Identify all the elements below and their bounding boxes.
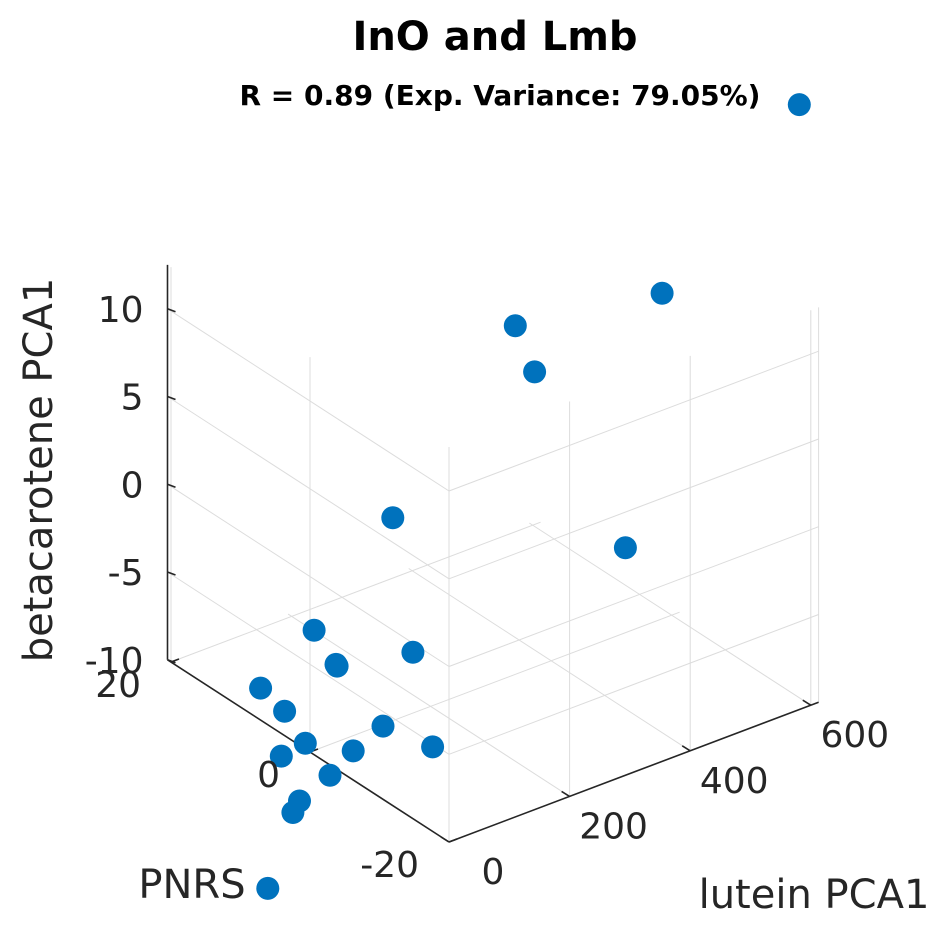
z-tick-label: 0 — [121, 465, 144, 506]
grid-line — [408, 568, 691, 752]
z-tick — [167, 659, 176, 664]
data-point — [318, 763, 342, 787]
y-tick — [440, 836, 450, 843]
chart-title: InO and Lmb — [352, 14, 637, 60]
data-point — [503, 314, 527, 338]
grid-line — [448, 350, 819, 492]
grid-line — [448, 526, 819, 667]
data-point — [341, 739, 365, 763]
data-point — [787, 93, 811, 117]
data-point — [421, 735, 445, 759]
grid-line — [167, 308, 450, 492]
z-tick — [167, 483, 176, 489]
grid-line — [448, 614, 819, 755]
grid-line — [170, 521, 541, 663]
y-tick-label: 200 — [579, 806, 648, 847]
grid-line — [167, 396, 450, 580]
z-tick — [167, 571, 176, 576]
data-point — [381, 506, 405, 530]
data-point — [281, 801, 305, 824]
y-tick-label: 600 — [820, 715, 889, 756]
y-tick — [802, 699, 812, 706]
data-point — [325, 654, 349, 678]
data-point — [650, 281, 674, 305]
data-points — [249, 93, 811, 900]
y-tick-label: 400 — [700, 761, 769, 802]
grid-line — [167, 571, 450, 755]
z-tick-label: -10 — [85, 641, 144, 682]
x-axis-label: PNRS — [138, 862, 245, 908]
z-tick-label: 10 — [98, 290, 144, 331]
y-axis-line — [448, 701, 819, 843]
data-point — [523, 360, 547, 384]
data-point — [613, 536, 637, 560]
data-point — [401, 640, 425, 664]
x-tick-label: 0 — [257, 755, 280, 796]
y-tick-label: 0 — [482, 852, 505, 893]
grid-line — [167, 483, 450, 667]
data-point — [269, 744, 293, 768]
data-point — [249, 676, 273, 700]
grid-line — [309, 611, 680, 753]
z-tick-label: 5 — [121, 378, 144, 419]
x-tick-label: 20 — [95, 665, 141, 706]
data-point — [273, 699, 297, 723]
grid-line — [529, 522, 812, 706]
grid-line — [448, 438, 819, 580]
z-axis-label: betacarotene PCA1 — [16, 278, 62, 663]
grid-line — [287, 613, 570, 797]
data-point — [371, 714, 395, 738]
y-tick — [681, 745, 691, 752]
data-point — [256, 876, 280, 900]
data-point — [293, 731, 317, 755]
x-tick — [448, 838, 458, 843]
y-tick — [561, 790, 571, 798]
z-tick — [167, 308, 176, 313]
chart-subtitle: R = 0.89 (Exp. Variance: 79.05%) — [240, 79, 761, 112]
x-tick-label: -20 — [360, 845, 419, 886]
z-tick-label: -5 — [108, 553, 144, 594]
z-tick — [167, 395, 176, 401]
y-axis-label: lutein PCA1 — [699, 872, 930, 918]
data-point — [302, 618, 326, 642]
